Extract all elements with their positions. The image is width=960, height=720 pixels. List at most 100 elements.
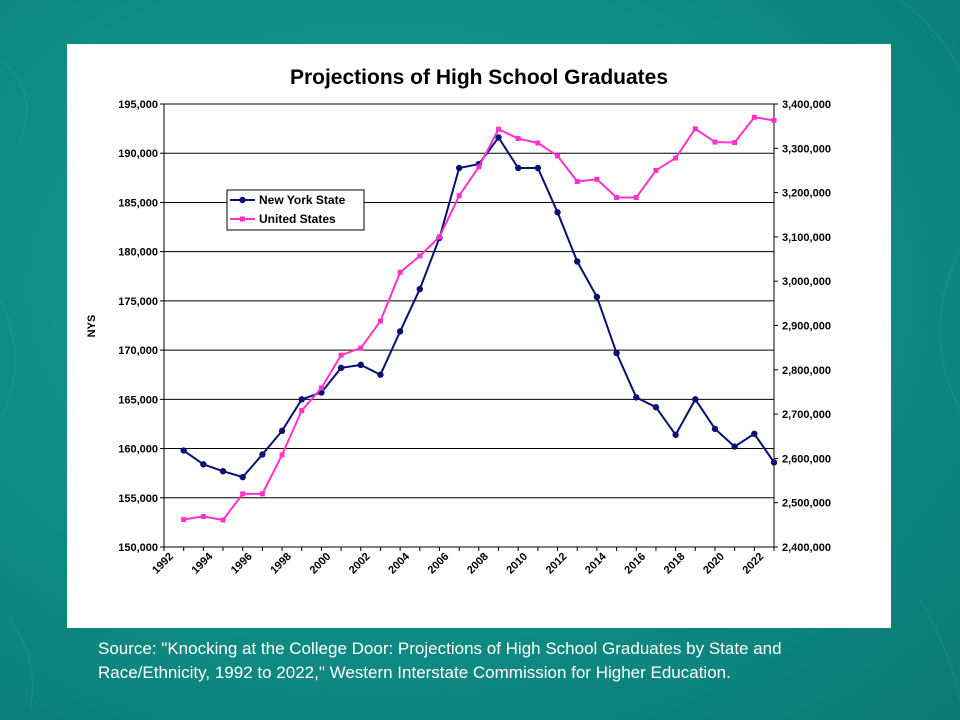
data-point-united-states	[259, 491, 265, 497]
data-point-new-york-state	[751, 430, 758, 437]
series-line-united-states	[183, 116, 775, 522]
y2-tick-label: 2,800,000	[782, 365, 831, 377]
y-tick-label: 155,000	[118, 493, 158, 505]
data-point-new-york-state	[396, 328, 404, 335]
legend-us-marker	[240, 216, 245, 222]
data-point-new-york-state	[770, 459, 778, 466]
data-point-united-states	[673, 155, 679, 161]
data-point-united-states	[181, 517, 187, 523]
data-point-united-states	[633, 194, 639, 200]
data-point-united-states	[299, 408, 305, 414]
y2-tick-label: 2,700,000	[782, 409, 831, 421]
y-tick-label: 190,000	[118, 148, 158, 160]
data-point-new-york-state	[180, 447, 187, 454]
y-tick-label: 165,000	[118, 394, 158, 406]
y2-tick-label: 3,400,000	[782, 99, 831, 111]
x-tick-label: 2004	[386, 550, 412, 576]
x-tick-label: 1992	[150, 551, 176, 577]
x-tick-label: 2016	[622, 551, 648, 577]
y-tick-label: 170,000	[118, 345, 158, 357]
data-point-united-states	[377, 318, 383, 324]
data-point-new-york-state	[514, 164, 522, 172]
data-point-united-states	[436, 234, 442, 240]
data-point-united-states	[732, 140, 738, 146]
data-point-new-york-state	[495, 134, 502, 141]
data-point-united-states	[712, 139, 718, 145]
data-point-new-york-state	[613, 349, 620, 357]
data-point-new-york-state	[377, 371, 384, 378]
x-tick-label: 2022	[740, 551, 766, 577]
line-chart: Projections of High School Graduates NYS…	[86, 66, 831, 576]
y-axis-label: NYS	[86, 315, 98, 338]
y-tick-label: 175,000	[118, 296, 158, 308]
data-point-new-york-state	[200, 461, 207, 468]
data-point-united-states	[515, 136, 521, 142]
axes: 150,000 155,000 160,000 165,000 170,000 175,0…	[118, 99, 831, 576]
data-point-new-york-state	[298, 396, 305, 403]
x-tick-label: 2006	[426, 551, 452, 577]
y2-tick-label: 2,400,000	[782, 542, 831, 554]
chart-title: Projections of High School Graduates	[290, 66, 668, 89]
x-tick-label: 1998	[268, 551, 294, 577]
x-tick-label: 2008	[465, 551, 491, 577]
data-point-new-york-state	[455, 164, 463, 172]
data-point-new-york-state	[692, 396, 699, 403]
series-layer	[180, 114, 778, 523]
x-tick-label: 2010	[504, 551, 530, 577]
x-tick-label: 2000	[308, 551, 334, 577]
data-point-united-states	[318, 385, 324, 391]
y2-tick-label: 3,000,000	[782, 276, 831, 288]
data-point-new-york-state	[357, 361, 364, 369]
data-point-united-states	[614, 194, 620, 200]
data-point-new-york-state	[711, 425, 719, 433]
data-point-new-york-state	[278, 427, 286, 435]
data-point-united-states	[476, 164, 482, 170]
data-point-new-york-state	[337, 364, 345, 372]
data-point-united-states	[220, 517, 226, 523]
y2-tick-label: 2,900,000	[782, 321, 831, 333]
legend-nys-marker	[239, 196, 246, 204]
x-tick-label: 1996	[229, 551, 255, 577]
data-point-united-states	[692, 126, 698, 132]
x-tick-label: 2012	[544, 551, 570, 577]
y-tick-label: 160,000	[118, 444, 158, 456]
source-note: Source: "Knocking at the College Door: P…	[98, 639, 782, 682]
data-point-new-york-state	[554, 209, 561, 216]
chart-panel: Projections of High School Graduates NYS…	[67, 44, 891, 628]
x-tick-label: 2018	[662, 551, 688, 577]
y-tick-label: 185,000	[118, 197, 158, 209]
data-point-new-york-state	[672, 431, 679, 438]
data-point-united-states	[279, 452, 285, 458]
data-point-new-york-state	[416, 285, 424, 293]
data-point-united-states	[771, 117, 777, 123]
data-point-united-states	[456, 193, 462, 199]
y2-tick-label: 3,100,000	[782, 232, 831, 244]
legend-us-label: United States	[259, 212, 336, 226]
gridlines	[164, 103, 774, 548]
y2-tick-label: 2,600,000	[782, 453, 831, 465]
data-point-united-states	[338, 352, 344, 358]
data-point-new-york-state	[731, 443, 738, 450]
y2-tick-label: 2,500,000	[782, 498, 831, 510]
data-point-new-york-state	[633, 394, 640, 401]
legend: New York State United States	[226, 189, 365, 231]
y-tick-label: 180,000	[118, 247, 158, 259]
y2-tick-label: 3,200,000	[782, 188, 831, 200]
data-point-united-states	[751, 114, 757, 120]
x-tick-label: 2014	[583, 550, 609, 576]
data-point-united-states	[653, 167, 659, 173]
x-tick-label: 2020	[701, 551, 727, 577]
series-line-new-york-state	[183, 135, 775, 479]
data-point-united-states	[358, 345, 364, 351]
data-point-new-york-state	[574, 258, 581, 265]
data-point-united-states	[240, 491, 246, 497]
y-tick-label: 195,000	[118, 99, 158, 111]
data-point-new-york-state	[652, 404, 660, 411]
data-point-united-states	[417, 253, 423, 259]
data-point-united-states	[574, 179, 580, 185]
x-tick-label: 2002	[347, 551, 373, 577]
data-point-new-york-state	[259, 451, 266, 458]
data-point-united-states	[200, 513, 206, 519]
y2-tick-label: 3,300,000	[782, 143, 831, 155]
data-point-new-york-state	[239, 473, 246, 481]
